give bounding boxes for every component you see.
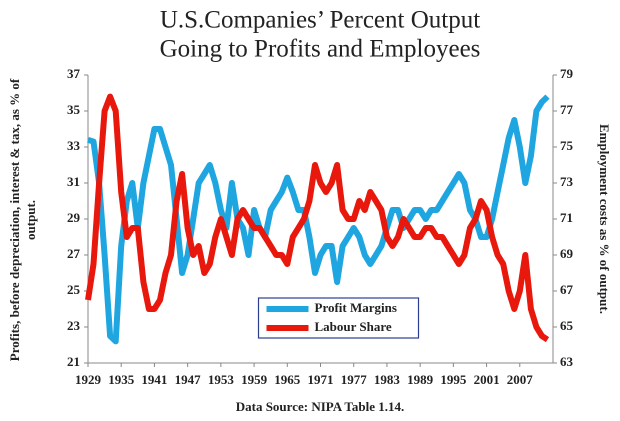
x-tick-label: 1953: [208, 372, 235, 387]
legend-label: Labour Share: [315, 319, 392, 334]
y2-tick-label: 67: [560, 282, 574, 297]
x-tick-label: 1941: [141, 372, 167, 387]
x-tick-label: 1971: [308, 372, 334, 387]
y2-tick-label: 71: [560, 210, 573, 225]
y2-tick-label: 79: [560, 66, 574, 81]
x-tick-label: 1977: [341, 372, 368, 387]
x-tick-label: 1995: [440, 372, 467, 387]
y2-axis-label: Employment costs as % of output.: [597, 124, 612, 314]
data-line: [87, 94, 550, 345]
y-tick-label: 31: [67, 174, 80, 189]
y-tick-label: 33: [67, 138, 81, 153]
y2-tick-label: 77: [560, 102, 574, 117]
legend-box: [257, 297, 420, 339]
legend-label: Profit Margins: [315, 300, 397, 315]
y2-tick-label: 69: [560, 246, 574, 261]
y2-tick-label: 63: [560, 354, 574, 369]
y-tick-label: 35: [67, 102, 81, 117]
y-tick-label: 21: [67, 354, 80, 369]
chart-title: Going to Profits and Employees: [160, 36, 481, 63]
y-axis-label: Profits, before depreciation, interest &…: [7, 78, 22, 361]
x-tick-label: 2001: [474, 372, 500, 387]
x-tick-label: 1935: [108, 372, 135, 387]
x-tick-label: 1959: [241, 372, 268, 387]
chart-title: U.S.Companies’ Percent Output: [160, 7, 480, 34]
y2-tick-label: 73: [560, 174, 574, 189]
x-tick-label: 1983: [374, 372, 401, 387]
source-note: Data Source: NIPA Table 1.14.: [236, 399, 405, 414]
data-line: [85, 93, 550, 343]
x-tick-label: 1947: [175, 372, 202, 387]
y-tick-label: 27: [67, 246, 81, 261]
y-axis-label: output.: [23, 200, 38, 240]
x-tick-label: 2007: [507, 372, 534, 387]
x-tick-label: 1989: [407, 372, 434, 387]
y-tick-label: 37: [67, 66, 81, 81]
x-tick-label: 1965: [274, 372, 301, 387]
y-tick-label: 25: [67, 282, 81, 297]
y-tick-label: 29: [67, 210, 81, 225]
y2-tick-label: 65: [560, 318, 574, 333]
y2-tick-label: 75: [560, 138, 574, 153]
x-tick-label: 1929: [75, 372, 102, 387]
y-tick-label: 23: [67, 318, 81, 333]
